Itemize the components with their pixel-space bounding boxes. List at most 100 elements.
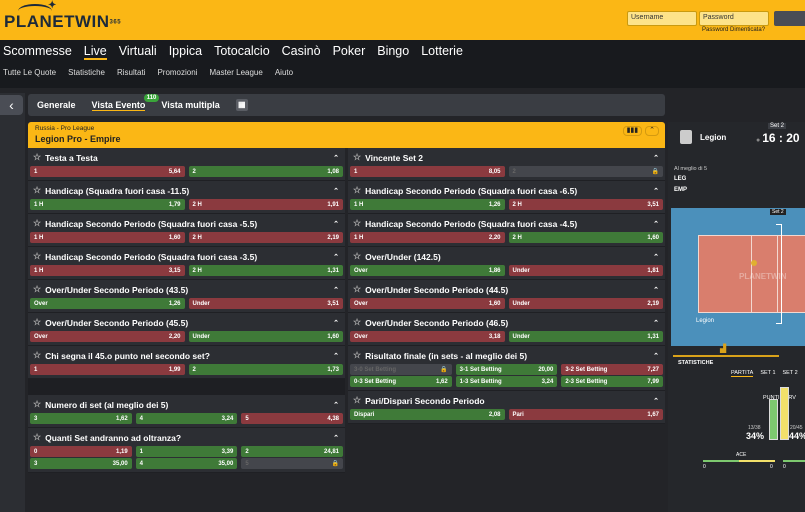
odds-button[interactable]: Under 1,60 — [188, 331, 343, 342]
odds-button[interactable]: 2 1,08 — [188, 166, 343, 177]
odds-button[interactable]: 1 5,64 — [30, 166, 185, 177]
odds-button[interactable]: 1 H 3,15 — [30, 265, 185, 276]
nav-item-7[interactable]: Bingo — [377, 44, 410, 58]
odds-button[interactable]: Under 1,81 — [508, 265, 663, 276]
favorite-star-icon[interactable]: ☆ — [33, 284, 42, 294]
market-header[interactable]: ☆ Handicap Secondo Periodo (Squadra fuori… — [350, 216, 663, 231]
odds-button[interactable]: 5 4,38 — [241, 413, 344, 424]
odds-button[interactable]: Pari 1,67 — [508, 409, 663, 420]
chevron-up-icon[interactable]: ⌃ — [333, 286, 339, 294]
odds-button[interactable]: 2 H 1,60 — [508, 232, 663, 243]
tab-vista-evento[interactable]: Vista Evento 110 — [91, 93, 160, 111]
favorite-star-icon[interactable]: ☆ — [33, 218, 42, 228]
left-sidebar[interactable] — [0, 93, 25, 512]
favorite-star-icon[interactable]: ☆ — [353, 152, 362, 162]
nav-item-1[interactable]: Live — [83, 44, 107, 60]
nav-item-8[interactable]: Lotterie — [421, 44, 463, 58]
odds-button[interactable]: 2 H 3,51 — [508, 199, 663, 210]
tab-generale[interactable]: Generale — [37, 100, 76, 110]
odds-button[interactable]: Under 1,31 — [508, 331, 663, 342]
odds-button[interactable]: 3-1 Set Betting 20,00 — [455, 364, 558, 375]
chevron-up-icon[interactable]: ⌃ — [333, 319, 339, 327]
odds-button[interactable]: 1 H 1,79 — [30, 199, 185, 210]
collapse-icon[interactable]: ⌃ — [645, 126, 659, 136]
favorite-star-icon[interactable]: ☆ — [353, 218, 362, 228]
subnav-item-2[interactable]: Risultati — [116, 68, 146, 77]
chevron-up-icon[interactable]: ⌃ — [333, 154, 339, 162]
calendar-icon[interactable]: ▦ — [235, 99, 248, 111]
favorite-star-icon[interactable]: ☆ — [353, 395, 362, 405]
chevron-up-icon[interactable]: ⌃ — [333, 187, 339, 195]
favorite-star-icon[interactable]: ☆ — [353, 185, 362, 195]
odds-button[interactable]: 2 H 1,31 — [188, 265, 343, 276]
nav-item-4[interactable]: Totocalcio — [214, 44, 270, 58]
market-header[interactable]: ☆ Handicap (Squadra fuori casa -11.5) ⌃ — [30, 183, 343, 198]
favorite-star-icon[interactable]: ☆ — [33, 350, 42, 360]
favorite-star-icon[interactable]: ☆ — [353, 284, 362, 294]
nav-item-3[interactable]: Ippica — [168, 44, 203, 58]
odds-button[interactable]: 1 H 1,60 — [30, 232, 185, 243]
forgot-password-link[interactable]: Password Dimenticata? — [702, 27, 766, 33]
odds-button[interactable]: 4 35,00 — [135, 458, 238, 469]
username-input[interactable]: Username — [627, 11, 697, 26]
subnav-item-0[interactable]: Tutte Le Quote — [3, 68, 57, 77]
chevron-up-icon[interactable]: ⌃ — [653, 154, 659, 162]
odds-button-locked[interactable]: 5 🔒 — [241, 458, 344, 469]
odds-button[interactable]: 2 H 1,91 — [188, 199, 343, 210]
odds-button[interactable]: Dispari 2,08 — [350, 409, 505, 420]
tab-vista-multipla[interactable]: Vista multipla — [161, 100, 220, 110]
chevron-up-icon[interactable]: ⌃ — [333, 434, 339, 442]
favorite-star-icon[interactable]: ☆ — [33, 432, 42, 442]
odds-button[interactable]: Over 1,26 — [30, 298, 185, 309]
odds-button[interactable]: 0 1,19 — [30, 446, 132, 457]
odds-button[interactable]: 1-3 Set Betting 3,24 — [455, 376, 558, 387]
favorite-star-icon[interactable]: ☆ — [33, 185, 42, 195]
odds-button[interactable]: 2 H 2,19 — [188, 232, 343, 243]
odds-button[interactable]: 1 8,05 — [350, 166, 505, 177]
favorite-star-icon[interactable]: ☆ — [33, 251, 42, 261]
chevron-up-icon[interactable]: ⌃ — [333, 401, 339, 409]
chevron-up-icon[interactable]: ⌃ — [653, 352, 659, 360]
chevron-up-icon[interactable]: ⌃ — [653, 220, 659, 228]
subnav-item-1[interactable]: Statistiche — [68, 68, 105, 77]
odds-button[interactable]: 1 H 1,26 — [350, 199, 505, 210]
favorite-star-icon[interactable]: ☆ — [353, 317, 362, 327]
odds-button[interactable]: 3 1,62 — [30, 413, 132, 424]
favorite-star-icon[interactable]: ☆ — [353, 251, 362, 261]
nav-item-6[interactable]: Poker — [332, 44, 366, 58]
market-header[interactable]: ☆ Over/Under Secondo Periodo (44.5) ⌃ — [350, 282, 663, 297]
chevron-up-icon[interactable]: ⌃ — [653, 397, 659, 405]
odds-button[interactable]: Over 1,60 — [350, 298, 505, 309]
market-header[interactable]: ☆ Testa a Testa ⌃ — [30, 150, 343, 165]
odds-button[interactable]: Over 1,86 — [350, 265, 505, 276]
odds-button-locked[interactable]: 2 🔒 — [508, 166, 663, 177]
market-header[interactable]: ☆ Handicap Secondo Periodo (Squadra fuori… — [30, 216, 343, 231]
chevron-up-icon[interactable]: ⌃ — [653, 253, 659, 261]
market-header[interactable]: ☆ Quanti Set andranno ad oltranza? ⌃ — [30, 430, 343, 445]
nav-item-5[interactable]: Casinò — [281, 44, 321, 58]
subnav-item-4[interactable]: Master League — [209, 68, 263, 77]
odds-button[interactable]: 1 3,39 — [135, 446, 238, 457]
favorite-star-icon[interactable]: ☆ — [33, 399, 42, 409]
chevron-up-icon[interactable]: ⌃ — [653, 319, 659, 327]
odds-button[interactable]: 1 1,99 — [30, 364, 185, 375]
collapse-sidebar-button[interactable]: ‹ — [0, 95, 23, 115]
odds-button[interactable]: 0-3 Set Betting 1,62 — [350, 376, 452, 387]
layout-columns-icon[interactable]: ▮▮▮ — [622, 126, 643, 136]
login-button[interactable] — [774, 11, 805, 26]
market-header[interactable]: ☆ Chi segna il 45.o punto nel secondo set… — [30, 348, 343, 363]
odds-button[interactable]: Under 2,19 — [508, 298, 663, 309]
market-header[interactable]: ☆ Over/Under Secondo Periodo (43.5) ⌃ — [30, 282, 343, 297]
chevron-up-icon[interactable]: ⌃ — [333, 220, 339, 228]
stats-tab-set2[interactable]: SET 2 — [782, 370, 798, 376]
favorite-star-icon[interactable]: ☆ — [33, 152, 42, 162]
odds-button[interactable]: 4 3,24 — [135, 413, 238, 424]
market-header[interactable]: ☆ Over/Under Secondo Periodo (46.5) ⌃ — [350, 315, 663, 330]
nav-item-0[interactable]: Scommesse — [3, 44, 72, 58]
planetwin-logo[interactable]: ✦ PLANETWIN365 — [4, 0, 122, 31]
subnav-item-3[interactable]: Promozioni — [157, 68, 198, 77]
stats-chart-icon[interactable]: ▟ — [720, 344, 727, 353]
odds-button[interactable]: 1 H 2,20 — [350, 232, 505, 243]
market-header[interactable]: ☆ Risultato finale (in sets - al meglio d… — [350, 348, 663, 363]
market-header[interactable]: ☆ Pari/Dispari Secondo Periodo ⌃ — [350, 393, 663, 408]
